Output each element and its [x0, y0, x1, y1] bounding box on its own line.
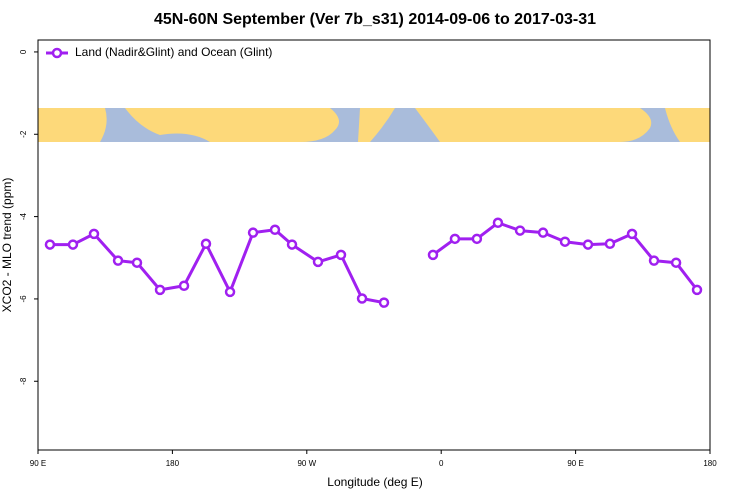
- y-tick-label: -4: [19, 212, 28, 220]
- point: [224, 286, 236, 298]
- point: [247, 227, 259, 238]
- x-tick-label: 90 E: [30, 459, 46, 468]
- point: [269, 224, 281, 236]
- x-tick-label: 180: [703, 459, 717, 468]
- series-line: [49, 221, 699, 305]
- point: [559, 236, 571, 247]
- point: [286, 239, 298, 250]
- point: [200, 238, 212, 250]
- point: [691, 284, 703, 296]
- point: [88, 228, 100, 240]
- y-tick-label: 0: [19, 49, 28, 54]
- point: [67, 239, 79, 250]
- y-tick-label: -6: [19, 295, 28, 303]
- y-axis-label: XCO2 - MLO trend (ppm): [0, 178, 14, 313]
- x-tick-label: 0: [439, 459, 444, 468]
- y-tick-label: -2: [19, 130, 28, 138]
- map-band: [38, 108, 710, 142]
- point: [449, 233, 461, 245]
- point: [492, 217, 504, 229]
- x-tick-label: 90 W: [297, 459, 316, 468]
- point: [112, 255, 124, 266]
- point: [335, 249, 347, 261]
- point: [312, 256, 324, 268]
- legend-marker: [51, 47, 63, 59]
- y-tick-label: -8: [19, 377, 28, 385]
- point: [604, 238, 616, 250]
- plot-frame: [37, 39, 711, 451]
- point: [427, 249, 439, 261]
- point: [356, 293, 368, 304]
- point: [178, 280, 190, 292]
- point: [648, 255, 660, 266]
- point: [378, 297, 390, 308]
- legend-label: Land (Nadir&Glint) and Ocean (Glint): [75, 45, 272, 59]
- point: [471, 233, 483, 245]
- point: [626, 228, 638, 240]
- point: [44, 239, 56, 250]
- x-axis-label: Longitude (deg E): [327, 475, 422, 489]
- point: [670, 257, 682, 268]
- point: [131, 257, 143, 268]
- x-tick-label: 90 E: [567, 459, 583, 468]
- point: [537, 227, 549, 238]
- point: [514, 225, 526, 236]
- chart-title: 45N-60N September (Ver 7b_s31) 2014-09-0…: [154, 11, 596, 28]
- point: [154, 284, 166, 296]
- x-tick-label: 180: [166, 459, 180, 468]
- point: [582, 239, 594, 250]
